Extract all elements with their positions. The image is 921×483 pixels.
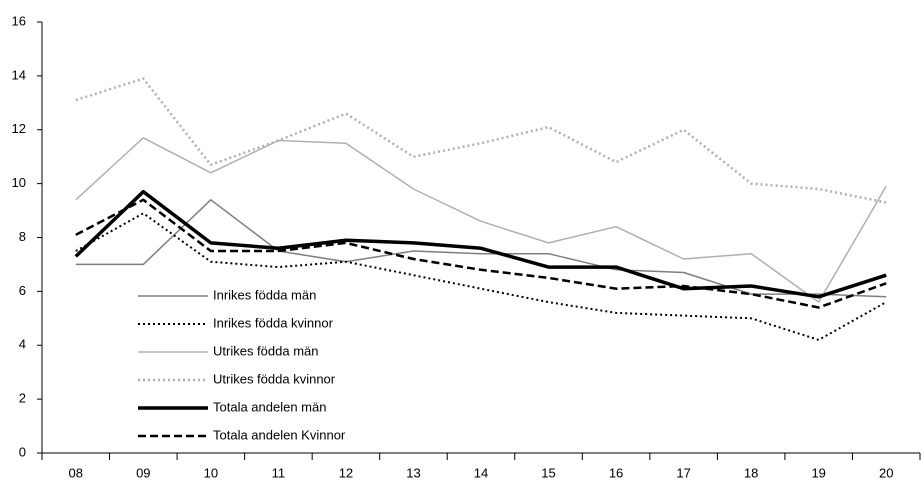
x-tick-label: 20 bbox=[879, 465, 893, 480]
legend-label: Totala andelen män bbox=[213, 399, 326, 414]
x-tick-label: 14 bbox=[474, 465, 488, 480]
legend-label: Utrikes födda kvinnor bbox=[213, 371, 336, 386]
x-tick-label: 17 bbox=[676, 465, 690, 480]
series-line bbox=[75, 77, 887, 204]
x-tick-label: 16 bbox=[609, 465, 623, 480]
x-tick-label: 08 bbox=[69, 465, 83, 480]
y-tick-label: 14 bbox=[12, 67, 26, 82]
series-line bbox=[75, 198, 887, 309]
series-line bbox=[74, 189, 887, 299]
x-tick-label: 12 bbox=[339, 465, 353, 480]
y-tick-label: 10 bbox=[12, 175, 26, 190]
legend-label: Inrikes födda män bbox=[213, 287, 316, 302]
series-line bbox=[75, 212, 887, 341]
y-tick-label: 2 bbox=[19, 391, 26, 406]
x-tick-label: 10 bbox=[204, 465, 218, 480]
series-line bbox=[75, 137, 887, 303]
x-tick-label: 18 bbox=[744, 465, 758, 480]
series-line bbox=[75, 199, 887, 298]
x-tick-label: 09 bbox=[136, 465, 150, 480]
y-tick-label: 6 bbox=[19, 283, 26, 298]
y-tick-label: 12 bbox=[12, 121, 26, 136]
x-tick-label: 13 bbox=[406, 465, 420, 480]
y-tick-label: 8 bbox=[19, 229, 26, 244]
x-tick-label: 15 bbox=[541, 465, 555, 480]
legend-label: Totala andelen Kvinnor bbox=[213, 427, 346, 442]
y-tick-label: 16 bbox=[12, 13, 26, 28]
x-tick-label: 19 bbox=[811, 465, 825, 480]
y-tick-label: 4 bbox=[19, 337, 26, 352]
y-tick-label: 0 bbox=[19, 444, 26, 459]
legend-label: Utrikes födda män bbox=[213, 343, 319, 358]
legend-label: Inrikes födda kvinnor bbox=[213, 315, 334, 330]
x-tick-label: 11 bbox=[272, 465, 286, 480]
